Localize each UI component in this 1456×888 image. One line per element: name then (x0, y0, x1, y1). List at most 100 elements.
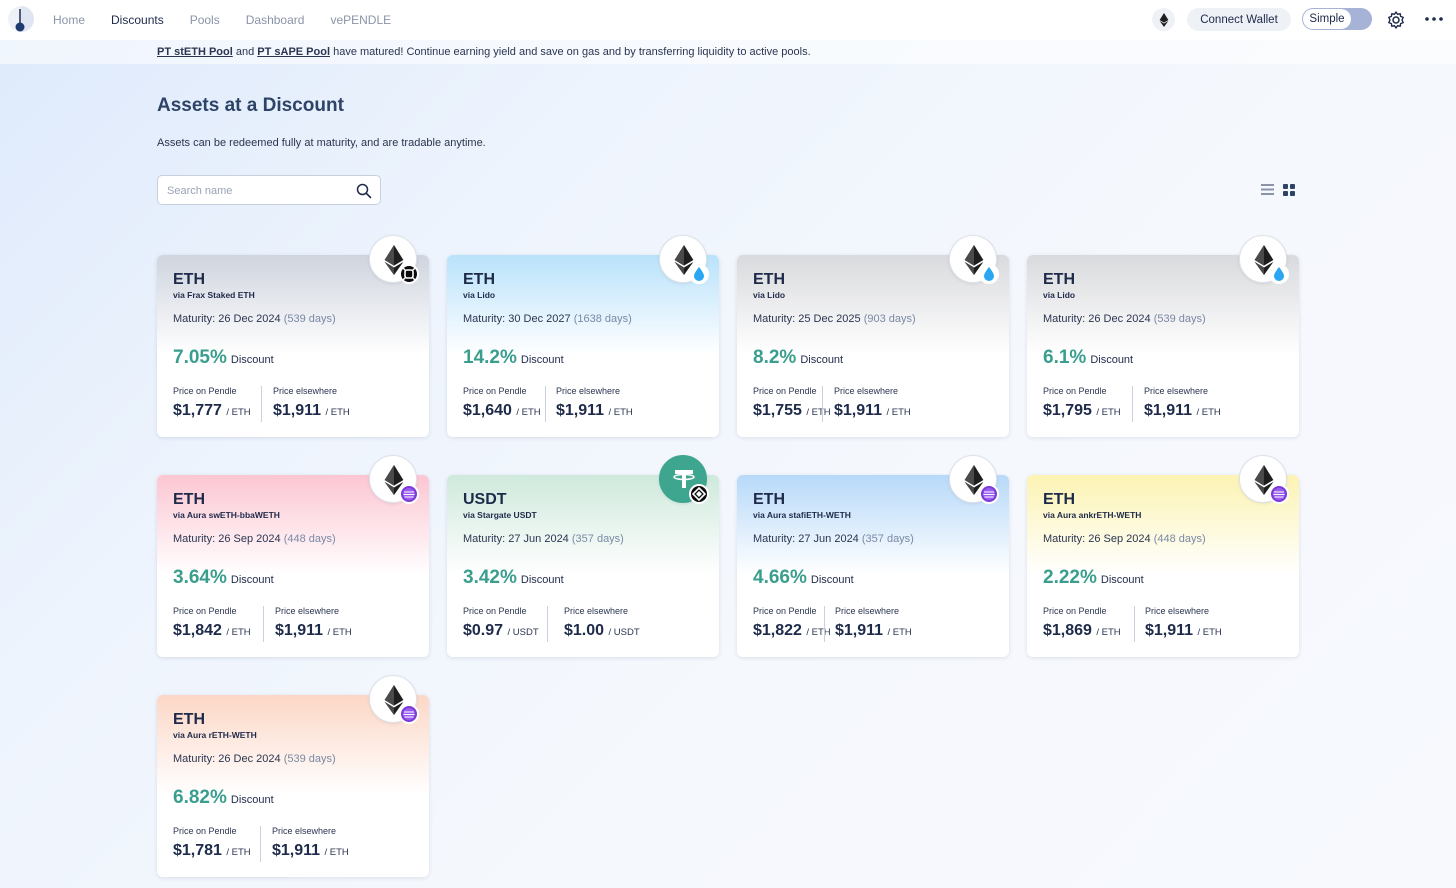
asset-card[interactable]: ETH via Aura ankrETH-WETH Maturity: 26 S… (1027, 455, 1299, 657)
nav-home-link[interactable]: Home (53, 13, 86, 27)
price-on-pendle-value: $0.97 / USDT (463, 622, 539, 640)
card-gradient (737, 475, 1009, 657)
search-icon[interactable] (356, 183, 372, 199)
maturity-line: Maturity: 26 Dec 2024 (539 days) (173, 313, 336, 325)
card-gradient (447, 475, 719, 657)
discount-percent: 4.66% (753, 567, 807, 588)
price-on-pendle-label: Price on Pendle (753, 386, 817, 396)
maturity-line: Maturity: 26 Sep 2024 (448 days) (1043, 533, 1206, 545)
mode-toggle-label: Simple (1303, 9, 1351, 29)
asset-card[interactable]: ETH via Lido Maturity: 25 Dec 2025 (903 … (737, 235, 1009, 437)
price-elsewhere-value: $1,911 / ETH (1144, 402, 1221, 420)
banner-and-text: and (235, 46, 255, 58)
price-on-pendle-value: $1,822 / ETH (753, 622, 831, 640)
pendle-price-unit: / USDT (507, 627, 539, 638)
pendle-price-unit: / ETH (226, 627, 251, 638)
network-selector[interactable] (1152, 8, 1175, 31)
more-menu-icon[interactable] (1423, 9, 1445, 29)
nav-discounts-link[interactable]: Discounts (111, 13, 164, 27)
asset-card[interactable]: ETH via Aura rETH-WETH Maturity: 26 Dec … (157, 675, 429, 877)
asset-source: via Aura rETH-WETH (173, 730, 257, 740)
price-divider (260, 826, 261, 862)
elsewhere-price-unit: / ETH (886, 407, 911, 418)
search-box (157, 175, 381, 205)
asset-card[interactable]: ETH via Aura swETH-bbaWETH Maturity: 26 … (157, 455, 429, 657)
eth-icon (384, 685, 404, 715)
asset-card[interactable]: ETH via Frax Staked ETH Maturity: 26 Dec… (157, 235, 429, 437)
price-on-pendle-label: Price on Pendle (753, 606, 817, 616)
pendle-price-unit: / ETH (806, 407, 831, 418)
card-gradient (157, 695, 429, 877)
price-on-pendle-value: $1,640 / ETH (463, 402, 541, 420)
discount-label: Discount (1100, 574, 1144, 586)
asset-source: via Aura swETH-bbaWETH (173, 510, 280, 520)
lido-badge-icon (689, 264, 709, 284)
asset-name: ETH (753, 491, 785, 508)
card-gradient (1027, 475, 1299, 657)
pendle-price-unit: / ETH (226, 407, 251, 418)
discount-label: Discount (520, 354, 564, 366)
asset-card[interactable]: ETH via Aura stafiETH-WETH Maturity: 27 … (737, 455, 1009, 657)
stargate-badge-icon (689, 484, 709, 504)
aura-badge-icon (399, 704, 419, 724)
price-divider (547, 606, 548, 642)
list-view-icon[interactable] (1261, 183, 1274, 196)
asset-source: via Lido (1043, 290, 1076, 300)
asset-card[interactable]: ETH via Lido Maturity: 26 Dec 2024 (539 … (1027, 235, 1299, 437)
lido-badge-icon (979, 264, 999, 284)
search-input[interactable] (167, 182, 347, 200)
elsewhere-price-unit: / ETH (1196, 407, 1221, 418)
elsewhere-price: $1,911 (275, 622, 324, 639)
elsewhere-price-unit: / ETH (324, 847, 349, 858)
discount-line: 3.64% Discount (173, 567, 274, 589)
mode-toggle[interactable]: Simple (1302, 8, 1372, 30)
discount-percent: 3.42% (463, 567, 517, 588)
discount-label: Discount (520, 574, 564, 586)
maturity-line: Maturity: 27 Jun 2024 (357 days) (463, 533, 624, 545)
discount-line: 3.42% Discount (463, 567, 564, 589)
pendle-logo-icon[interactable] (7, 5, 35, 33)
nav-vependle-link[interactable]: vePENDLE (330, 13, 392, 27)
asset-card[interactable]: USDT via Stargate USDT Maturity: 27 Jun … (447, 455, 719, 657)
token-icon-wrapper (1239, 235, 1289, 284)
price-elsewhere-label: Price elsewhere (1145, 606, 1210, 616)
maturity-days: (448 days) (1153, 533, 1206, 545)
settings-gear-icon[interactable] (1386, 10, 1406, 30)
asset-source: via Frax Staked ETH (173, 290, 255, 300)
connect-wallet-button[interactable]: Connect Wallet (1187, 8, 1291, 31)
price-elsewhere-value: $1.00 / USDT (564, 622, 640, 640)
discount-percent: 8.2% (753, 347, 797, 368)
elsewhere-price: $1,911 (1145, 622, 1194, 639)
eth-icon (674, 245, 694, 275)
discount-percent: 2.22% (1043, 567, 1097, 588)
maturity-label: Maturity: (173, 533, 216, 545)
top-nav: Home Discounts Pools Dashboard vePENDLE … (0, 0, 1456, 40)
nav-dashboard-link[interactable]: Dashboard (245, 13, 305, 27)
price-on-pendle-label: Price on Pendle (463, 386, 527, 396)
discount-percent: 6.82% (173, 787, 227, 808)
discount-percent: 6.1% (1043, 347, 1087, 368)
price-divider (263, 606, 264, 642)
maturity-label: Maturity: (753, 533, 796, 545)
asset-card[interactable]: ETH via Lido Maturity: 30 Dec 2027 (1638… (447, 235, 719, 437)
pendle-price: $1,781 (173, 842, 222, 859)
maturity-date: 26 Sep 2024 (218, 533, 281, 545)
maturity-label: Maturity: (463, 533, 506, 545)
maturity-label: Maturity: (1043, 533, 1086, 545)
price-on-pendle-label: Price on Pendle (1043, 386, 1107, 396)
grid-view-icon[interactable] (1283, 184, 1295, 196)
maturity-days: (539 days) (283, 753, 336, 765)
discount-percent: 14.2% (463, 347, 517, 368)
discount-label: Discount (800, 354, 844, 366)
discount-label: Discount (230, 574, 274, 586)
maturity-label: Maturity: (753, 313, 796, 325)
nav-pools-link[interactable]: Pools (189, 13, 220, 27)
pendle-price: $1,842 (173, 622, 222, 639)
maturity-date: 30 Dec 2027 (508, 313, 571, 325)
token-icon-wrapper (369, 455, 419, 504)
pt-steth-pool-link[interactable]: PT stETH Pool (157, 46, 233, 58)
pt-sape-pool-link[interactable]: PT sAPE Pool (257, 46, 331, 58)
maturity-days: (357 days) (861, 533, 914, 545)
price-divider (1134, 606, 1135, 642)
asset-name: ETH (173, 711, 205, 728)
